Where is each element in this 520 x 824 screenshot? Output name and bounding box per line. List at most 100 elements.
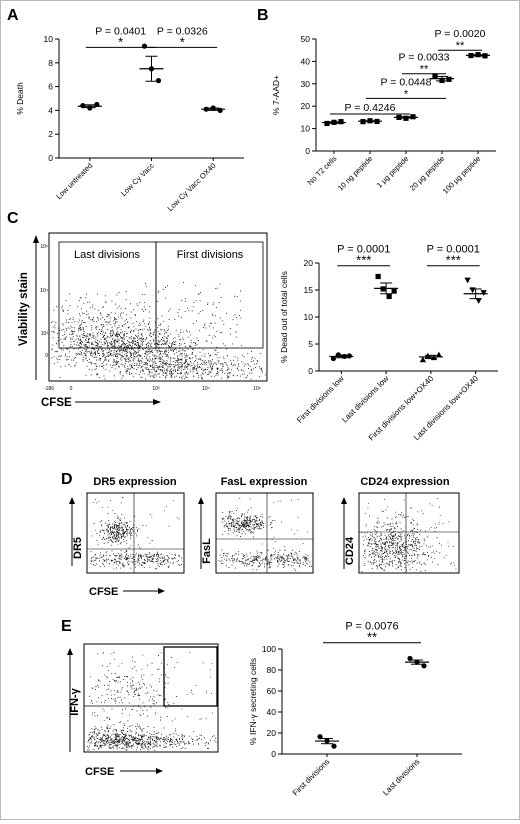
- event-dot: [186, 330, 187, 331]
- event-dot: [176, 352, 177, 353]
- event-dot: [431, 527, 432, 528]
- event-dot: [166, 338, 167, 339]
- event-dot: [132, 739, 133, 740]
- event-dot: [137, 745, 138, 746]
- event-dot: [239, 498, 240, 499]
- event-dot: [144, 329, 145, 330]
- event-dot: [226, 362, 227, 363]
- event-dot: [191, 692, 192, 693]
- event-dot: [140, 338, 141, 339]
- event-dot: [166, 354, 167, 355]
- event-dot: [102, 366, 103, 367]
- event-dot: [242, 533, 243, 534]
- event-dot: [131, 731, 132, 732]
- event-dot: [146, 357, 147, 358]
- event-dot: [212, 359, 213, 360]
- event-dot: [84, 348, 85, 349]
- event-dot: [125, 346, 126, 347]
- event-dot: [118, 354, 119, 355]
- event-dot: [166, 350, 167, 351]
- event-dot: [176, 740, 177, 741]
- event-dot: [307, 532, 308, 533]
- event-dot: [90, 307, 91, 308]
- event-dot: [231, 558, 232, 559]
- event-dot: [385, 546, 386, 547]
- event-dot: [154, 348, 155, 349]
- event-dot: [184, 378, 185, 379]
- event-dot: [111, 738, 112, 739]
- event-dot: [133, 350, 134, 351]
- event-dot: [154, 746, 155, 747]
- event-dot: [392, 560, 393, 561]
- event-dot: [381, 539, 382, 540]
- event-dot: [100, 360, 101, 361]
- event-dot: [160, 717, 161, 718]
- event-dot: [149, 556, 150, 557]
- event-dot: [102, 695, 103, 696]
- event-dot: [88, 347, 89, 348]
- event-dot: [173, 558, 174, 559]
- event-dot: [185, 311, 186, 312]
- event-dot: [275, 554, 276, 555]
- event-dot: [206, 693, 207, 694]
- event-dot: [111, 330, 112, 331]
- event-dot: [396, 556, 397, 557]
- event-dot: [127, 682, 128, 683]
- event-dot: [242, 355, 243, 356]
- event-dot: [121, 738, 122, 739]
- event-dot: [167, 344, 168, 345]
- event-dot: [174, 366, 175, 367]
- event-dot: [205, 369, 206, 370]
- event-dot: [252, 521, 253, 522]
- event-dot: [103, 336, 104, 337]
- event-dot: [456, 569, 457, 570]
- event-dot: [183, 282, 184, 283]
- event-dot: [210, 677, 211, 678]
- event-dot: [119, 340, 120, 341]
- event-dot: [148, 345, 149, 346]
- event-dot: [245, 364, 246, 365]
- event-dot: [136, 356, 137, 357]
- event-dot: [109, 348, 110, 349]
- event-dot: [157, 744, 158, 745]
- event-dot: [65, 339, 66, 340]
- event-dot: [143, 655, 144, 656]
- event-dot: [144, 567, 145, 568]
- event-dot: [97, 738, 98, 739]
- event-dot: [153, 556, 154, 557]
- event-dot: [393, 552, 394, 553]
- event-dot: [401, 549, 402, 550]
- event-dot: [236, 337, 237, 338]
- event-dot: [79, 347, 80, 348]
- event-dot: [133, 744, 134, 745]
- event-dot: [139, 725, 140, 726]
- event-dot: [245, 533, 246, 534]
- event-dot: [95, 327, 96, 328]
- event-dot: [189, 652, 190, 653]
- event-dot: [129, 327, 130, 328]
- event-dot: [111, 341, 112, 342]
- flow-d2-ylabel: FasL: [201, 538, 213, 564]
- event-dot: [232, 511, 233, 512]
- event-dot: [109, 371, 110, 372]
- event-dot: [204, 324, 205, 325]
- event-dot: [97, 346, 98, 347]
- event-dot: [160, 558, 161, 559]
- event-dot: [78, 331, 79, 332]
- event-dot: [114, 659, 115, 660]
- event-dot: [124, 338, 125, 339]
- event-dot: [167, 285, 168, 286]
- event-dot: [158, 559, 159, 560]
- event-dot: [142, 345, 143, 346]
- event-dot: [157, 739, 158, 740]
- event-dot: [133, 525, 134, 526]
- event-dot: [117, 531, 118, 532]
- event-dot: [392, 540, 393, 541]
- event-dot: [65, 332, 66, 333]
- event-dot: [121, 692, 122, 693]
- event-dot: [125, 742, 126, 743]
- event-dot: [392, 519, 393, 520]
- event-dot: [165, 351, 166, 352]
- event-dot: [121, 329, 122, 330]
- event-dot: [195, 366, 196, 367]
